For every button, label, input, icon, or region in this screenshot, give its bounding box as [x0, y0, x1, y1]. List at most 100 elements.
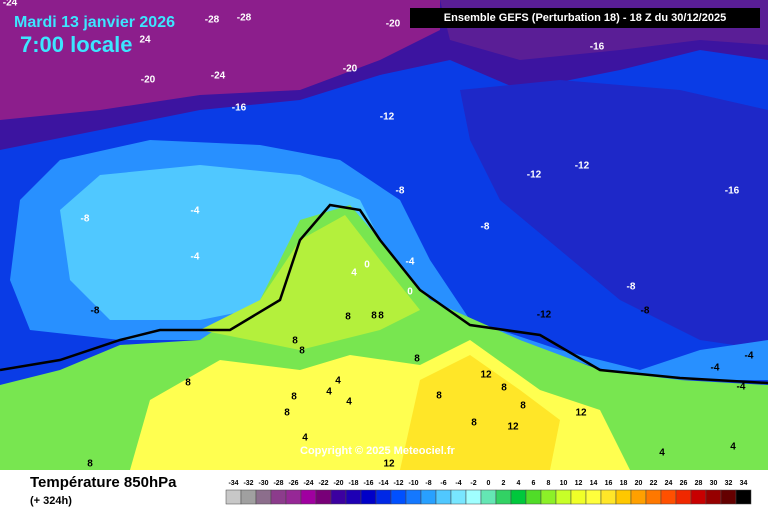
isotherm-label: -20	[141, 75, 156, 86]
legend-tick-label: -22	[318, 480, 328, 487]
legend-swatch	[690, 489, 707, 505]
legend-swatch	[495, 489, 512, 505]
legend-swatch	[300, 489, 317, 505]
legend-tick-label: -24	[303, 480, 313, 487]
legend-swatch	[225, 489, 242, 505]
isotherm-label: 8	[414, 354, 420, 365]
isotherm-label: -12	[537, 310, 552, 321]
legend-swatch	[420, 489, 437, 505]
legend-tick-label: -16	[363, 480, 373, 487]
legend-tick-label: 12	[575, 480, 583, 487]
isotherm-label: 8	[501, 383, 507, 394]
isotherm-label: -8	[627, 282, 636, 293]
legend-tick-label: 28	[695, 480, 703, 487]
isotherm-label: 12	[507, 422, 519, 433]
legend-tick-label: 32	[725, 480, 733, 487]
legend-swatch	[240, 489, 257, 505]
legend-swatch	[465, 489, 482, 505]
isotherm-label: -4	[745, 351, 754, 362]
isotherm-label: 8	[284, 408, 290, 419]
isotherm-label: 8	[185, 378, 191, 389]
isotherm-label: 0	[407, 287, 413, 298]
isotherm-label: -16	[232, 103, 247, 114]
legend-tick-label: 20	[635, 480, 643, 487]
legend-tick-label: -30	[258, 480, 268, 487]
legend-swatch	[270, 489, 287, 505]
legend-swatch	[720, 489, 737, 505]
legend-swatch	[315, 489, 332, 505]
legend-swatch	[405, 489, 422, 505]
legend-tick-label: -12	[393, 480, 403, 487]
isotherm-label: 12	[383, 459, 395, 470]
run-info: Ensemble GEFS (Perturbation 18) - 18 Z d…	[444, 12, 726, 24]
legend-swatch	[705, 489, 722, 505]
legend-tick-label: -8	[425, 480, 431, 487]
legend-tick-label: 16	[605, 480, 613, 487]
isotherm-label: -24	[3, 0, 18, 9]
warm-zone	[400, 355, 560, 470]
date: Mardi 13 janvier 2026	[14, 14, 175, 31]
isotherm-label: 8	[436, 391, 442, 402]
isotherm-label: -28	[237, 13, 252, 24]
legend-tick-label: -4	[455, 480, 461, 487]
isotherm-label: 8	[291, 392, 297, 403]
isotherm-label: 4	[346, 397, 352, 408]
legend-tick-label: -14	[378, 480, 388, 487]
footer-title: Température 850hPa	[30, 474, 177, 491]
legend-swatch	[510, 489, 527, 505]
legend-tick-label: 30	[710, 480, 718, 487]
isotherm-label: 8	[292, 336, 298, 347]
isotherm-label: 8	[299, 346, 305, 357]
isotherm-label: -4	[711, 363, 720, 374]
legend-tick-label: 8	[547, 480, 551, 487]
isotherm-label: 8	[345, 312, 351, 323]
legend-tick-label: 22	[650, 480, 658, 487]
legend-swatch	[450, 489, 467, 505]
isotherm-label: -8	[641, 306, 650, 317]
zero-isotherm	[0, 203, 768, 385]
isotherm-label: 4	[659, 448, 665, 459]
legend-swatch	[345, 489, 362, 505]
legend-tick-label: -6	[440, 480, 446, 487]
isotherm-label: 8	[471, 418, 477, 429]
legend-tick-label: -26	[288, 480, 298, 487]
copyright: Copyright © 2025 Meteociel.fr	[300, 445, 456, 457]
legend-tick-label: -34	[228, 480, 238, 487]
isotherm-label: -8	[81, 214, 90, 225]
legend-tick-label: 0	[487, 480, 491, 487]
legend-swatch	[330, 489, 347, 505]
isotherm-label: 24	[139, 35, 151, 46]
legend-swatch	[390, 489, 407, 505]
isotherm-label: -4	[191, 206, 200, 217]
legend-tick-label: 4	[517, 480, 521, 487]
legend-tick-label: 2	[502, 480, 506, 487]
isotherm-label: -8	[481, 222, 490, 233]
isotherm-label: -24	[211, 71, 226, 82]
legend-swatch	[555, 489, 572, 505]
isotherm-label: 4	[730, 442, 736, 453]
isotherm-label: 4	[351, 268, 357, 279]
isotherm-label: 8	[520, 401, 526, 412]
legend-tick-label: -2	[470, 480, 476, 487]
time: 7:00 locale	[20, 32, 133, 57]
legend-swatch	[585, 489, 602, 505]
legend-swatch	[645, 489, 662, 505]
legend-swatch	[600, 489, 617, 505]
isotherm-label: -12	[380, 112, 395, 123]
legend-swatch	[255, 489, 272, 505]
isotherm-label: -4	[191, 252, 200, 263]
isotherm-label: -16	[725, 186, 740, 197]
isotherm-label: -4	[737, 382, 746, 393]
legend-tick-label: -20	[333, 480, 343, 487]
legend-swatch	[540, 489, 557, 505]
legend-swatch	[630, 489, 647, 505]
isotherm-label: 12	[575, 408, 587, 419]
legend-tick-label: -18	[348, 480, 358, 487]
legend-tick-label: 24	[665, 480, 673, 487]
legend-swatch	[660, 489, 677, 505]
isotherm-label: 8	[87, 459, 93, 470]
lead-time: (+ 324h)	[30, 495, 72, 507]
legend-swatch	[675, 489, 692, 505]
legend-tick-label: 6	[532, 480, 536, 487]
